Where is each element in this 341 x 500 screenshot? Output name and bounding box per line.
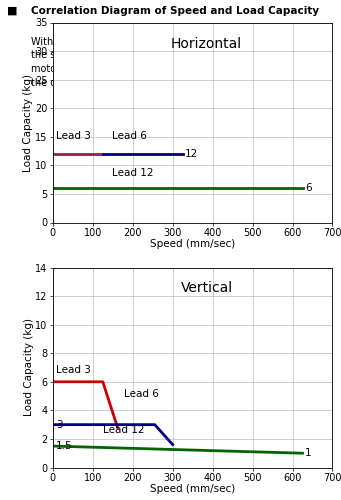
Text: 6: 6 — [305, 183, 312, 193]
Text: Lead 12: Lead 12 — [112, 168, 153, 178]
Text: ■: ■ — [7, 6, 17, 16]
X-axis label: Speed (mm/sec): Speed (mm/sec) — [150, 240, 235, 250]
X-axis label: Speed (mm/sec): Speed (mm/sec) — [150, 484, 235, 494]
Text: Lead 6: Lead 6 — [112, 132, 147, 141]
Text: 12: 12 — [185, 149, 198, 159]
Text: With the RCP2 series, the load capacity will decrease as
the speed increases due: With the RCP2 series, the load capacity … — [31, 37, 319, 88]
Text: Lead 6: Lead 6 — [124, 389, 159, 399]
Text: 3: 3 — [56, 420, 63, 430]
Text: Correlation Diagram of Speed and Load Capacity: Correlation Diagram of Speed and Load Ca… — [31, 6, 319, 16]
Text: Lead 3: Lead 3 — [56, 132, 91, 141]
Text: 1.5: 1.5 — [56, 441, 73, 451]
Y-axis label: Load Capacity (kg): Load Capacity (kg) — [24, 74, 33, 172]
Text: Horizontal: Horizontal — [171, 36, 242, 51]
Y-axis label: Load Capacity (kg): Load Capacity (kg) — [24, 318, 33, 416]
Text: Lead 3: Lead 3 — [56, 364, 91, 374]
Text: Lead 12: Lead 12 — [103, 426, 144, 436]
Text: Vertical: Vertical — [181, 282, 233, 296]
Text: 1: 1 — [305, 448, 312, 458]
